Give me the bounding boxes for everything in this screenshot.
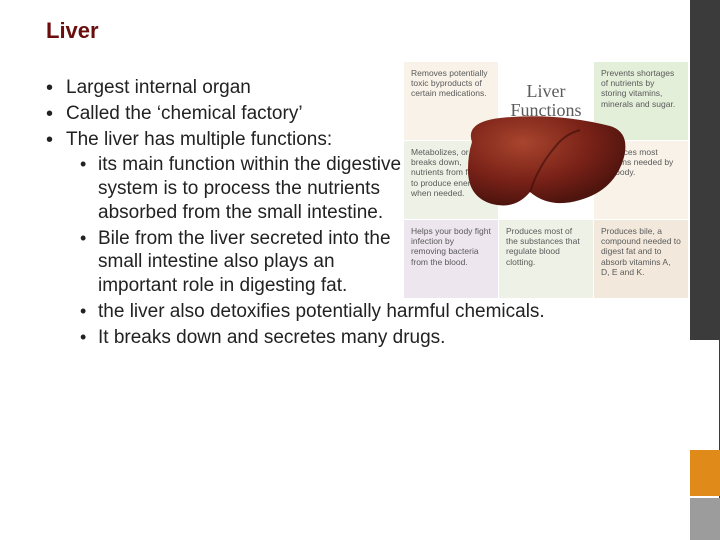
info-cell-text: Helps your body fight infection by remov… [411,226,491,267]
info-cell-text: Metabolizes, or breaks down, nutrients f… [411,147,482,198]
page-title: Liver [46,18,720,44]
info-cell-infection: Helps your body fight infection by remov… [404,220,498,298]
info-cell-storage: Prevents shortages of nutrients by stori… [594,62,688,140]
info-cell-proteins: Produces most proteins needed by the bod… [594,141,688,219]
sub-bullet-item: Bile from the liver secreted into the sm… [66,227,418,298]
info-cell-text: Prevents shortages of nutrients by stori… [601,68,675,109]
liver-functions-infographic: Removes potentially toxic byproducts of … [404,62,688,298]
info-cell-title: LiverFunctions [499,62,593,140]
sub-text: It breaks down and secretes many drugs. [98,327,445,348]
info-cell-text: Produces bile, a compound needed to dige… [601,226,681,277]
bullet-text: The liver has multiple functions: [66,129,332,150]
t2: Functions [510,100,581,120]
info-cell-text: Produces most proteins needed by the bod… [601,147,673,177]
side-decoration [690,0,720,540]
strip-orange [690,450,720,496]
info-cell-text: Removes potentially toxic byproducts of … [411,68,488,98]
sub-text: Bile from the liver secreted into the sm… [98,228,391,297]
sub-bullet-item: the liver also detoxifies potentially ha… [66,300,720,324]
strip-dark [690,0,720,340]
info-title: LiverFunctions [510,82,581,120]
info-cell-metabolize: Metabolizes, or breaks down, nutrients f… [404,141,498,219]
t1: Liver [527,81,566,101]
info-cell-toxins: Removes potentially toxic byproducts of … [404,62,498,140]
info-cell-bile: Produces bile, a compound needed to dige… [594,220,688,298]
strip-gray [690,498,720,540]
info-cell-center [499,141,593,219]
info-cell-text: Produces most of the substances that reg… [506,226,580,267]
sub-text: the liver also detoxifies potentially ha… [98,301,545,322]
info-cell-clotting: Produces most of the substances that reg… [499,220,593,298]
sub-bullet-item: It breaks down and secretes many drugs. [66,326,720,350]
sub-bullet-item: its main function within the digestive s… [66,153,406,224]
slide: Liver Largest internal organ Called the … [0,0,720,540]
sub-text: its main function within the digestive s… [98,154,401,223]
